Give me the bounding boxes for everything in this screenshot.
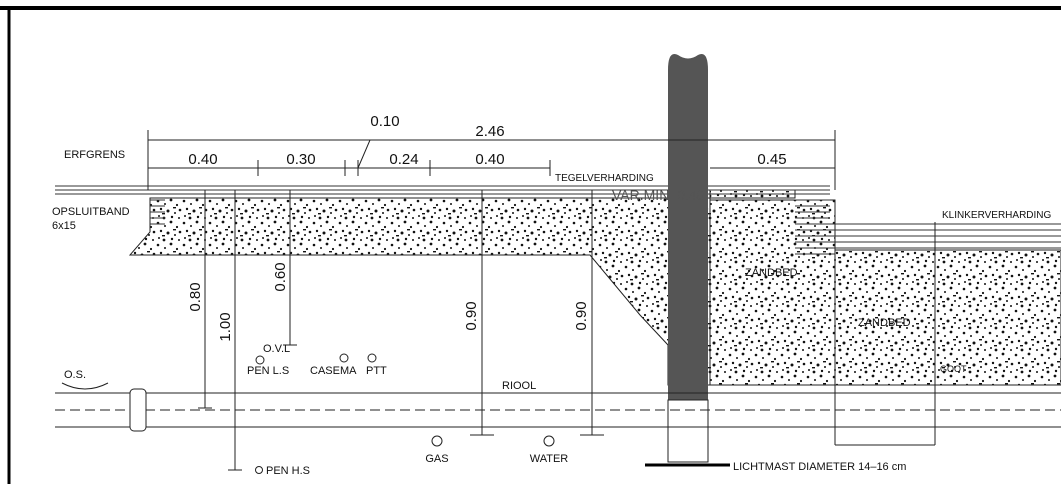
dimension-label: 0.10 <box>370 113 399 130</box>
cable-symbols <box>255 353 555 474</box>
cable-label: PEN H.S <box>266 465 310 477</box>
dimension-label: 0.24 <box>389 151 418 168</box>
dimension-label: 0.45 <box>757 151 786 168</box>
dimension-label: 0.80 <box>187 282 204 311</box>
sand-label: ZANDBED <box>858 317 911 329</box>
dimension-label: 2.46 <box>475 123 504 140</box>
sand-label: ZANDBED <box>745 267 798 279</box>
dimension-label: 0.60 <box>272 262 289 291</box>
dimension-label: 0.90 <box>573 301 590 330</box>
dimension-label: 1.00 <box>217 312 234 341</box>
tile-paving-label: TEGELVERHARDING <box>555 173 654 184</box>
dimension-label: 0.30 <box>286 151 315 168</box>
cable-label: O.V.L <box>263 343 290 355</box>
soil-layers <box>55 185 1061 446</box>
dimension-label: 0.40 <box>188 151 217 168</box>
gutter-label: GOOT <box>940 364 967 374</box>
dimension-label: 0.90 <box>463 301 480 330</box>
cable-label: WATER <box>530 453 569 465</box>
cable-label: PEN L.S <box>247 365 289 377</box>
kerb-size: 6x15 <box>52 220 76 232</box>
boundary-label: ERFGRENS <box>64 149 125 161</box>
sewer-label: RIOOL <box>502 380 536 392</box>
cable-label: GAS <box>425 453 448 465</box>
lamp-post-label: LICHTMAST DIAMETER 14–16 cm <box>733 461 906 473</box>
sewer-label: O.S. <box>64 369 86 381</box>
dimension-lines <box>147 130 836 471</box>
cable-label: CASEMA <box>310 365 357 377</box>
cable-label: PTT <box>366 365 387 377</box>
pipes <box>55 382 1061 432</box>
min-note: VAR.MIN. 0.40 <box>612 187 705 203</box>
dimension-label: 0.40 <box>475 151 504 168</box>
kerb-label: OPSLUITBAND <box>52 206 130 218</box>
clinker-paving-label: KLINKERVERHARDING <box>942 210 1052 221</box>
